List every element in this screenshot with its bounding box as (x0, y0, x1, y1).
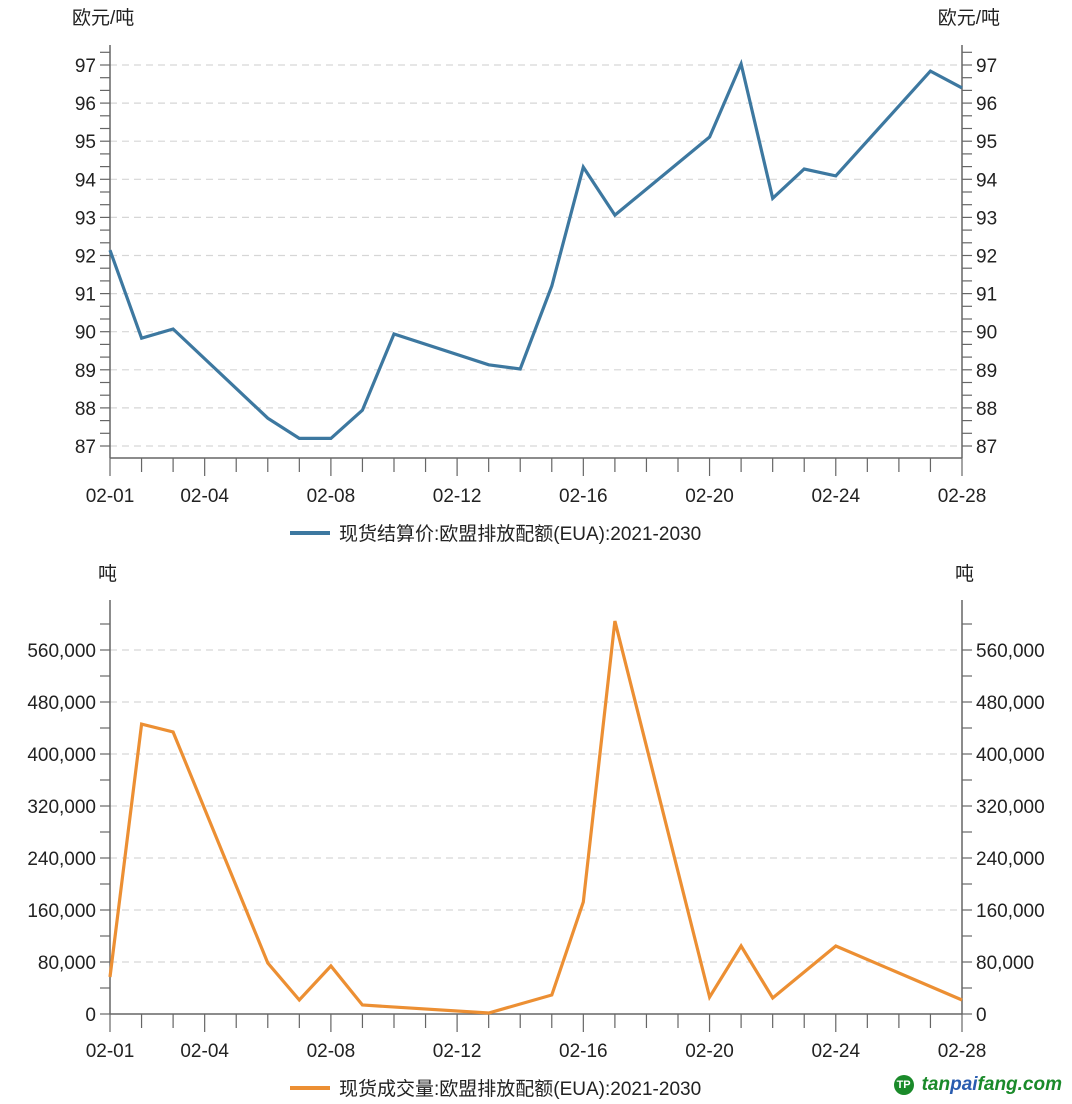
y-tick-label-left: 80,000 (38, 953, 96, 974)
y-tick-label-right: 92 (976, 247, 997, 268)
legend: 现货结算价:欧盟排放配额(EUA):2021-2030 (290, 523, 701, 545)
watermark: TP tanpaifang.com (893, 1074, 1062, 1096)
x-tick-label: 02-24 (811, 1041, 860, 1062)
series-line (108, 58, 963, 440)
y-tick-label-left: 90 (75, 323, 96, 344)
watermark-logo-icon: TP (893, 1075, 914, 1095)
y-tick-label-right: 0 (976, 1005, 987, 1026)
y-tick-label-left: 240,000 (27, 849, 96, 870)
y-unit-right: 欧元/吨 (938, 7, 1000, 29)
x-tick-label: 02-01 (86, 486, 135, 507)
x-tick-label: 02-01 (86, 1041, 135, 1062)
chart-2: 0 0 80,000 80,000 160,000 160,000 240,000 240,0… (27, 563, 1044, 1100)
y-tick-label-right: 94 (976, 170, 998, 191)
y-tick-label-left: 88 (75, 399, 96, 420)
y-tick-label-right: 320,000 (976, 797, 1045, 818)
x-tick-label: 02-24 (811, 486, 860, 507)
x-tick-label: 02-28 (938, 1041, 987, 1062)
x-tick-label: 02-20 (685, 486, 734, 507)
y-tick-label-right: 400,000 (976, 745, 1045, 766)
y-tick-label-right: 480,000 (976, 693, 1045, 714)
y-tick-label-right: 91 (976, 285, 997, 306)
y-tick-label-right: 240,000 (976, 849, 1045, 870)
x-tick-label: 02-04 (180, 1041, 229, 1062)
x-tick-label: 02-08 (307, 1041, 356, 1062)
legend-label: 现货结算价:欧盟排放配额(EUA):2021-2030 (339, 523, 701, 545)
y-tick-label-left: 96 (75, 94, 96, 115)
y-tick-label-left: 160,000 (27, 901, 96, 922)
y-tick-label-right: 160,000 (976, 901, 1045, 922)
x-tick-label: 02-16 (559, 486, 608, 507)
x-tick-label: 02-08 (307, 486, 356, 507)
y-unit-left: 吨 (98, 563, 117, 585)
x-tick-label: 02-28 (938, 486, 987, 507)
y-tick-label-right: 90 (976, 323, 997, 344)
chart-1: 87 87 88 88 89 89 90 90 91 91 92 92 93 93 94 94 95 95 96 96… (72, 7, 1000, 545)
y-tick-label-right: 97 (976, 56, 997, 77)
y-unit-left: 欧元/吨 (72, 7, 134, 29)
x-tick-label: 02-16 (559, 1041, 608, 1062)
y-tick-label-left: 400,000 (27, 745, 96, 766)
y-tick-label-left: 91 (75, 285, 96, 306)
y-tick-label-left: 89 (75, 361, 96, 382)
watermark-text-1: tan (921, 1074, 951, 1095)
y-tick-label-left: 95 (75, 132, 96, 153)
y-tick-label-left: 320,000 (27, 797, 96, 818)
watermark-text-2: pai (950, 1074, 978, 1095)
y-tick-label-left: 87 (75, 437, 96, 458)
y-tick-label-right: 93 (976, 208, 997, 229)
y-tick-label-left: 560,000 (27, 641, 96, 662)
x-tick-label: 02-12 (433, 486, 482, 507)
legend-label: 现货成交量:欧盟排放配额(EUA):2021-2030 (339, 1078, 701, 1100)
y-tick-label-left: 480,000 (27, 693, 96, 714)
y-tick-label-right: 560,000 (976, 641, 1045, 662)
y-tick-label-left: 94 (75, 170, 97, 191)
y-tick-label-left: 97 (75, 56, 96, 77)
x-tick-label: 02-20 (685, 1041, 734, 1062)
y-tick-label-right: 95 (976, 132, 997, 153)
y-tick-label-right: 80,000 (976, 953, 1034, 974)
y-unit-right: 吨 (955, 563, 974, 585)
y-tick-label-right: 87 (976, 437, 997, 458)
y-tick-label-right: 96 (976, 94, 997, 115)
y-tick-label-right: 88 (976, 399, 997, 420)
y-tick-label-left: 92 (75, 247, 96, 268)
y-tick-label-left: 0 (85, 1005, 96, 1026)
x-tick-label: 02-04 (180, 486, 229, 507)
watermark-text-3: fang.com (977, 1074, 1062, 1095)
x-tick-label: 02-12 (433, 1041, 482, 1062)
y-tick-label-left: 93 (75, 208, 96, 229)
legend: 现货成交量:欧盟排放配额(EUA):2021-2030 (290, 1078, 701, 1100)
series-line (108, 620, 963, 1015)
y-tick-label-right: 89 (976, 361, 997, 382)
